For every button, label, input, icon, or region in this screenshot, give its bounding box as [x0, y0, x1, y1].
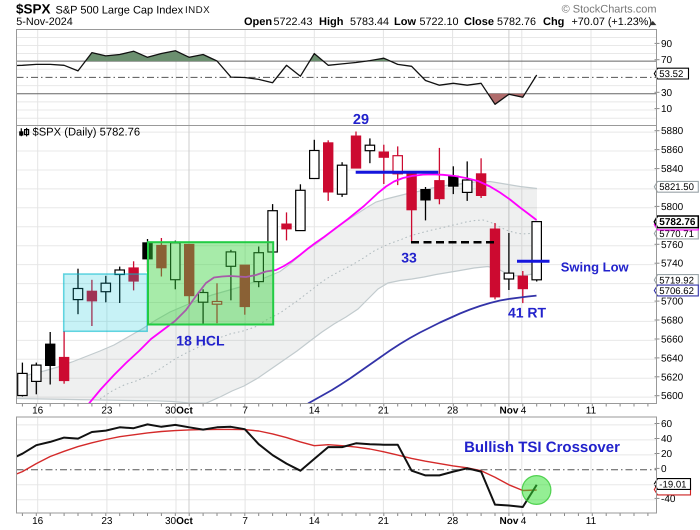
- svg-text:23: 23: [101, 406, 113, 417]
- svg-text:Oct: Oct: [176, 516, 193, 527]
- svg-text:30: 30: [165, 516, 177, 527]
- svg-text:0: 0: [661, 464, 667, 475]
- svg-text:14: 14: [309, 516, 321, 527]
- svg-text:© StockCharts.com: © StockCharts.com: [562, 3, 657, 15]
- svg-text:30: 30: [165, 406, 177, 417]
- svg-text:10: 10: [661, 104, 673, 115]
- svg-text:+70.07 (+1.23%): +70.07 (+1.23%): [572, 16, 652, 28]
- svg-text:Chg: Chg: [543, 16, 564, 28]
- svg-text:5782.76: 5782.76: [659, 217, 696, 228]
- svg-text:5680: 5680: [661, 316, 684, 327]
- svg-text:Close: Close: [464, 16, 494, 28]
- svg-text:-40: -40: [661, 494, 676, 505]
- svg-text:60: 60: [661, 419, 673, 430]
- svg-text:5706.62: 5706.62: [659, 286, 694, 297]
- svg-text:$SPX (Daily) 5782.76: $SPX (Daily) 5782.76: [33, 127, 141, 139]
- svg-text:Open: Open: [244, 16, 272, 28]
- svg-text:5880: 5880: [661, 126, 684, 137]
- svg-text:18 HCL: 18 HCL: [176, 333, 225, 349]
- svg-text:5722.43: 5722.43: [274, 16, 313, 28]
- svg-text:5722.10: 5722.10: [420, 16, 459, 28]
- svg-text:High: High: [319, 16, 344, 28]
- svg-text:5840: 5840: [661, 164, 684, 175]
- svg-text:28: 28: [447, 406, 459, 417]
- svg-text:53.52: 53.52: [659, 69, 683, 80]
- svg-text:Swing Low: Swing Low: [561, 259, 630, 274]
- svg-text:7: 7: [242, 406, 248, 417]
- svg-text:Nov: Nov: [500, 516, 519, 527]
- svg-text:11: 11: [586, 406, 597, 417]
- svg-text:5782.76: 5782.76: [497, 16, 536, 28]
- svg-text:Oct: Oct: [176, 406, 193, 417]
- svg-text:5719.92: 5719.92: [659, 275, 694, 286]
- svg-text:33: 33: [401, 250, 417, 266]
- svg-text:$SPX: $SPX: [16, 1, 51, 16]
- svg-text:16: 16: [32, 516, 44, 527]
- svg-text:5600: 5600: [661, 391, 684, 402]
- svg-text:70: 70: [661, 55, 673, 66]
- svg-text:40: 40: [661, 434, 673, 445]
- svg-text:7: 7: [242, 516, 248, 527]
- svg-text:30: 30: [661, 88, 673, 99]
- svg-text:5660: 5660: [661, 335, 684, 346]
- svg-text:5821.50: 5821.50: [659, 182, 694, 193]
- svg-text:-19.01: -19.01: [659, 479, 686, 490]
- svg-text:5783.44: 5783.44: [350, 16, 389, 28]
- svg-text:5740: 5740: [661, 259, 684, 270]
- svg-text:5700: 5700: [661, 297, 684, 308]
- svg-text:5-Nov-2024: 5-Nov-2024: [16, 16, 72, 28]
- svg-text:S&P 500 Large Cap Index: S&P 500 Large Cap Index: [56, 4, 184, 16]
- svg-text:16: 16: [32, 406, 44, 417]
- svg-text:21: 21: [378, 516, 390, 527]
- svg-text:Nov: Nov: [500, 406, 519, 417]
- svg-text:41 RT: 41 RT: [508, 305, 547, 321]
- svg-text:20: 20: [661, 449, 673, 460]
- svg-text:4: 4: [521, 516, 527, 527]
- svg-text:4: 4: [521, 406, 527, 417]
- svg-text:28: 28: [447, 516, 459, 527]
- svg-text:14: 14: [309, 406, 321, 417]
- svg-text:INDX: INDX: [185, 5, 210, 16]
- svg-text:Bullish TSI Crossover: Bullish TSI Crossover: [464, 439, 620, 456]
- svg-text:5770.71: 5770.71: [659, 229, 694, 240]
- svg-text:5640: 5640: [661, 353, 684, 364]
- svg-text:29: 29: [353, 112, 369, 128]
- svg-text:Low: Low: [394, 16, 416, 28]
- svg-text:11: 11: [586, 516, 597, 527]
- svg-text:5800: 5800: [661, 202, 684, 213]
- svg-text:5760: 5760: [661, 240, 684, 251]
- svg-text:90: 90: [661, 39, 673, 50]
- svg-text:5620: 5620: [661, 372, 684, 383]
- svg-text:23: 23: [101, 516, 113, 527]
- svg-text:21: 21: [378, 406, 390, 417]
- svg-text:5860: 5860: [661, 145, 684, 156]
